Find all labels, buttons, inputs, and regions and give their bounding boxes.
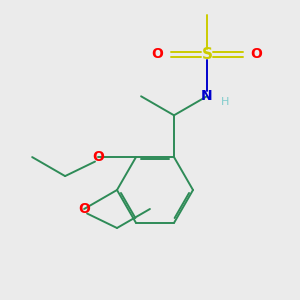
Text: S: S	[201, 47, 212, 62]
Text: H: H	[220, 97, 229, 107]
Text: N: N	[201, 89, 213, 103]
Text: O: O	[78, 202, 90, 216]
Text: O: O	[152, 47, 164, 61]
Text: O: O	[92, 150, 104, 164]
Text: O: O	[250, 47, 262, 61]
